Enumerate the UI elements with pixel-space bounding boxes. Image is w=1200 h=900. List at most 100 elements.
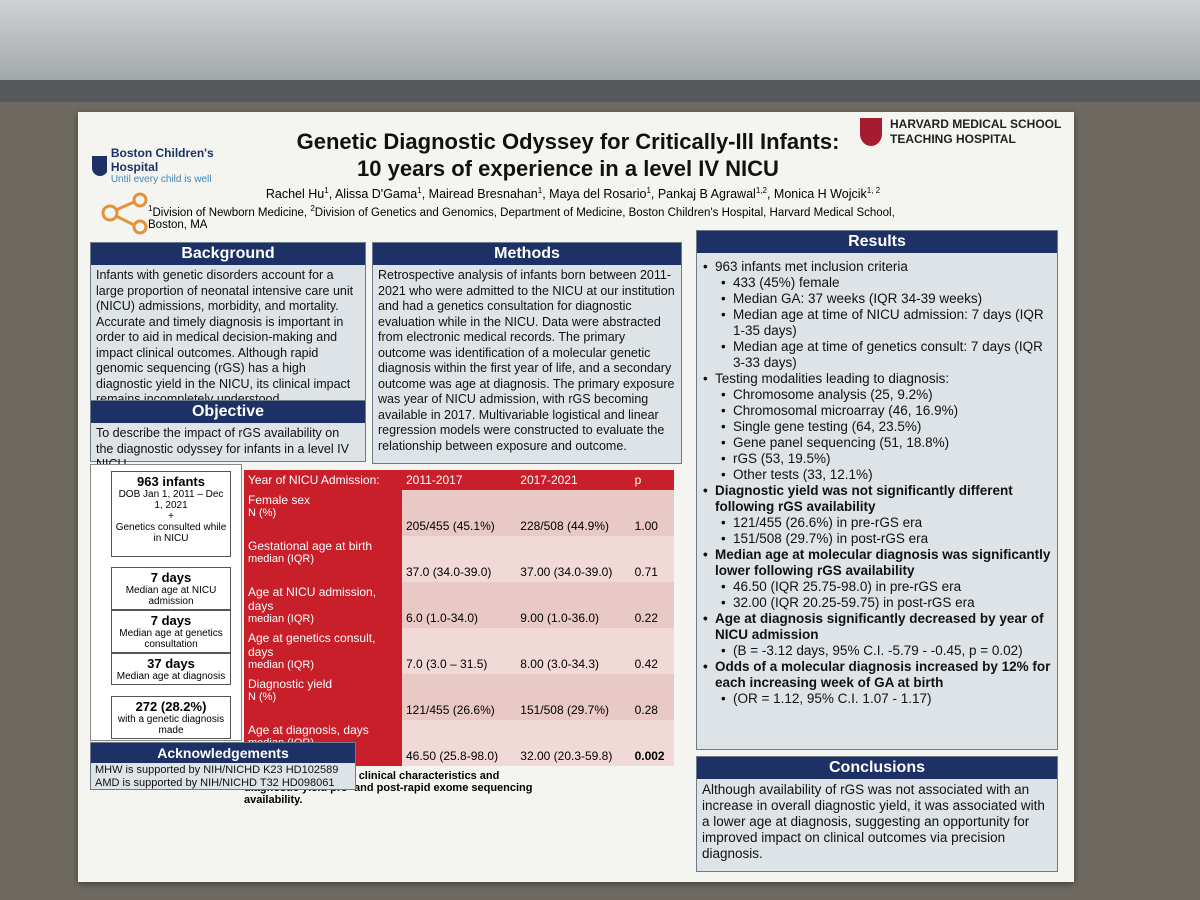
ceiling bbox=[0, 0, 1200, 95]
result-item: Median age at molecular diagnosis was si… bbox=[697, 547, 1051, 579]
flow-text: Median age at NICU admission bbox=[125, 585, 217, 607]
logo-icon bbox=[92, 155, 107, 176]
affiliations: 1Division of Newborn Medicine, 2Division… bbox=[148, 204, 928, 231]
row-label: Age at diagnosis, days bbox=[248, 723, 369, 737]
table-header-cell: 2017-2021 bbox=[516, 470, 631, 490]
table-cell: 121/455 (26.6%) bbox=[402, 674, 517, 720]
row-label: Female sex bbox=[248, 493, 311, 507]
result-item: Age at diagnosis significantly decreased… bbox=[697, 611, 1051, 643]
results-list: 963 infants met inclusion criteria433 (4… bbox=[697, 253, 1057, 707]
flow-value: 272 (28.2%) bbox=[135, 699, 207, 714]
result-item: Median age at time of genetics consult: … bbox=[697, 339, 1051, 371]
section-heading: Acknowledgements bbox=[91, 743, 355, 763]
table-row: Age at NICU admission, days median (IQR) 6… bbox=[244, 582, 674, 628]
ack-line: MHW is supported by NIH/NICHD K23 HD1025… bbox=[95, 764, 339, 776]
row-sublabel: median (IQR) bbox=[248, 659, 315, 671]
author-affiliation: 1 bbox=[417, 186, 422, 195]
table-cell: 9.00 (1.0-36.0) bbox=[516, 582, 631, 628]
table: Year of NICU Admission: 2011-2017 2017-202… bbox=[244, 470, 674, 766]
result-item: Gene panel sequencing (51, 18.8%) bbox=[697, 435, 1051, 451]
author-name: Monica H Wojcik bbox=[773, 187, 867, 202]
ack-lines: MHW is supported by NIH/NICHD K23 HD1025… bbox=[91, 763, 355, 791]
flow-box: 37 days Median age at diagnosis bbox=[111, 653, 231, 685]
row-sublabel: median (IQR) bbox=[248, 553, 315, 565]
flow-text: Genetics consulted while in NICU bbox=[115, 522, 227, 544]
result-item: 121/455 (26.6%) in pre-rGS era bbox=[697, 515, 1051, 531]
ack-line: AMD is supported by NIH/NICHD T32 HD0980… bbox=[95, 777, 335, 789]
flow-text: Median age at diagnosis bbox=[116, 671, 226, 682]
author-name: Alissa D'Gama bbox=[334, 187, 418, 202]
flow-text: + bbox=[168, 511, 174, 522]
row-label: Age at NICU admission, days bbox=[248, 585, 377, 613]
table-cell: 37.0 (34.0-39.0) bbox=[402, 536, 517, 582]
result-item: Median GA: 37 weeks (IQR 34-39 weeks) bbox=[697, 291, 1051, 307]
acknowledgements-panel: Acknowledgements MHW is supported by NIH… bbox=[90, 742, 356, 790]
section-heading: Methods bbox=[373, 243, 681, 265]
result-item: Testing modalities leading to diagnosis: bbox=[697, 371, 1051, 387]
author-separator: , bbox=[650, 187, 658, 202]
table-cell: 1.00 bbox=[630, 490, 674, 536]
table-header-row: Year of NICU Admission: 2011-2017 2017-202… bbox=[244, 470, 674, 490]
table-header-cell: Year of NICU Admission: bbox=[244, 470, 402, 490]
author-separator: , bbox=[421, 187, 429, 202]
affiliation-number: 2 bbox=[310, 204, 315, 213]
background-panel: Background Infants with genetic disorder… bbox=[90, 242, 366, 414]
results-panel: Results 963 infants met inclusion criter… bbox=[696, 230, 1058, 750]
result-item: Chromosomal microarray (46, 16.9%) bbox=[697, 403, 1051, 419]
row-label-cell: Age at NICU admission, days median (IQR) bbox=[244, 582, 402, 628]
author-affiliation: 1 bbox=[324, 186, 329, 195]
flow-value: 37 days bbox=[147, 656, 195, 671]
result-item: 963 infants met inclusion criteria bbox=[697, 259, 1051, 275]
objective-panel: Objective To describe the impact of rGS … bbox=[90, 400, 366, 471]
authors: Rachel Hu1, Alissa D'Gama1, Mairead Bres… bbox=[228, 186, 918, 201]
poster: Boston Children's Hospital Until every c… bbox=[78, 112, 1074, 882]
flow-value: 7 days bbox=[150, 570, 192, 585]
section-heading: Background bbox=[91, 243, 365, 265]
flow-value: 7 days bbox=[150, 613, 192, 628]
row-label: Age at genetics consult, days bbox=[248, 631, 376, 659]
logo-name: Boston Children's Hospital bbox=[110, 146, 214, 174]
result-item: Other tests (33, 12.1%) bbox=[697, 467, 1051, 483]
author-affiliation: 1, 2 bbox=[866, 186, 881, 195]
flowchart: 963 infants DOB Jan 1, 2011 – Dec 1, 2021… bbox=[90, 464, 242, 741]
table-cell: 228/508 (44.9%) bbox=[516, 490, 631, 536]
flow-box: 7 days Median age at genetics consultatio… bbox=[111, 610, 231, 653]
row-label: Diagnostic yield bbox=[248, 677, 333, 691]
affiliation-number: 1 bbox=[148, 204, 153, 213]
table-row: Diagnostic yield N (%) 121/455 (26.6%) 151/… bbox=[244, 674, 674, 720]
affiliation-text: Division of Newborn Medicine, bbox=[152, 206, 311, 219]
table-cell: 0.002 bbox=[630, 720, 674, 766]
flow-text: DOB Jan 1, 2011 – Dec 1, 2021 bbox=[118, 489, 224, 511]
author-affiliation: 1 bbox=[537, 186, 543, 195]
row-label-cell: Age at genetics consult, days median (IQR… bbox=[244, 628, 402, 674]
result-item: Chromosome analysis (25, 9.2%) bbox=[697, 387, 1051, 403]
result-item: Single gene testing (64, 23.5%) bbox=[697, 419, 1051, 435]
table-row: Gestational age at birth median (IQR) 37.0… bbox=[244, 536, 674, 582]
title-line: Genetic Diagnostic Odyssey for Criticall… bbox=[296, 129, 840, 154]
table-row: Age at genetics consult, days median (IQR… bbox=[244, 628, 674, 674]
table-row: Female sex N (%) 205/455 (45.1%) 228/508 (4… bbox=[244, 490, 674, 536]
section-text: Although availability of rGS was not ass… bbox=[702, 782, 1045, 861]
section-heading: Results bbox=[697, 231, 1057, 253]
section-heading: Objective bbox=[91, 401, 365, 423]
flow-value: 963 infants bbox=[137, 474, 205, 489]
result-item: Odds of a molecular diagnosis increased … bbox=[697, 659, 1051, 691]
result-item: (B = -3.12 days, 95% C.I. -5.79 - -0.45,… bbox=[697, 643, 1051, 659]
row-sublabel: median (IQR) bbox=[248, 613, 315, 625]
crest bbox=[860, 118, 882, 146]
author-separator: , bbox=[542, 187, 550, 202]
row-label: Gestational age at birth bbox=[248, 539, 373, 553]
row-label-cell: Female sex N (%) bbox=[244, 490, 402, 536]
flow-box: 7 days Median age at NICU admission bbox=[111, 567, 231, 610]
title: Genetic Diagnostic Odyssey for Criticall… bbox=[248, 128, 888, 182]
result-item: 151/508 (29.7%) in post-rGS era bbox=[697, 531, 1051, 547]
row-sublabel: N (%) bbox=[248, 507, 277, 519]
section-text: Retrospective analysis of infants born b… bbox=[378, 268, 675, 453]
logo-tagline: Until every child is well bbox=[110, 174, 212, 185]
author-separator: , bbox=[766, 187, 774, 202]
logo-left: Boston Children's Hospital Until every c… bbox=[90, 146, 240, 240]
table-cell: 32.00 (20.3-59.8) bbox=[516, 720, 631, 766]
table-cell: 46.50 (25.8-98.0) bbox=[402, 720, 517, 766]
table-cell: 7.0 (3.0 – 31.5) bbox=[402, 628, 517, 674]
